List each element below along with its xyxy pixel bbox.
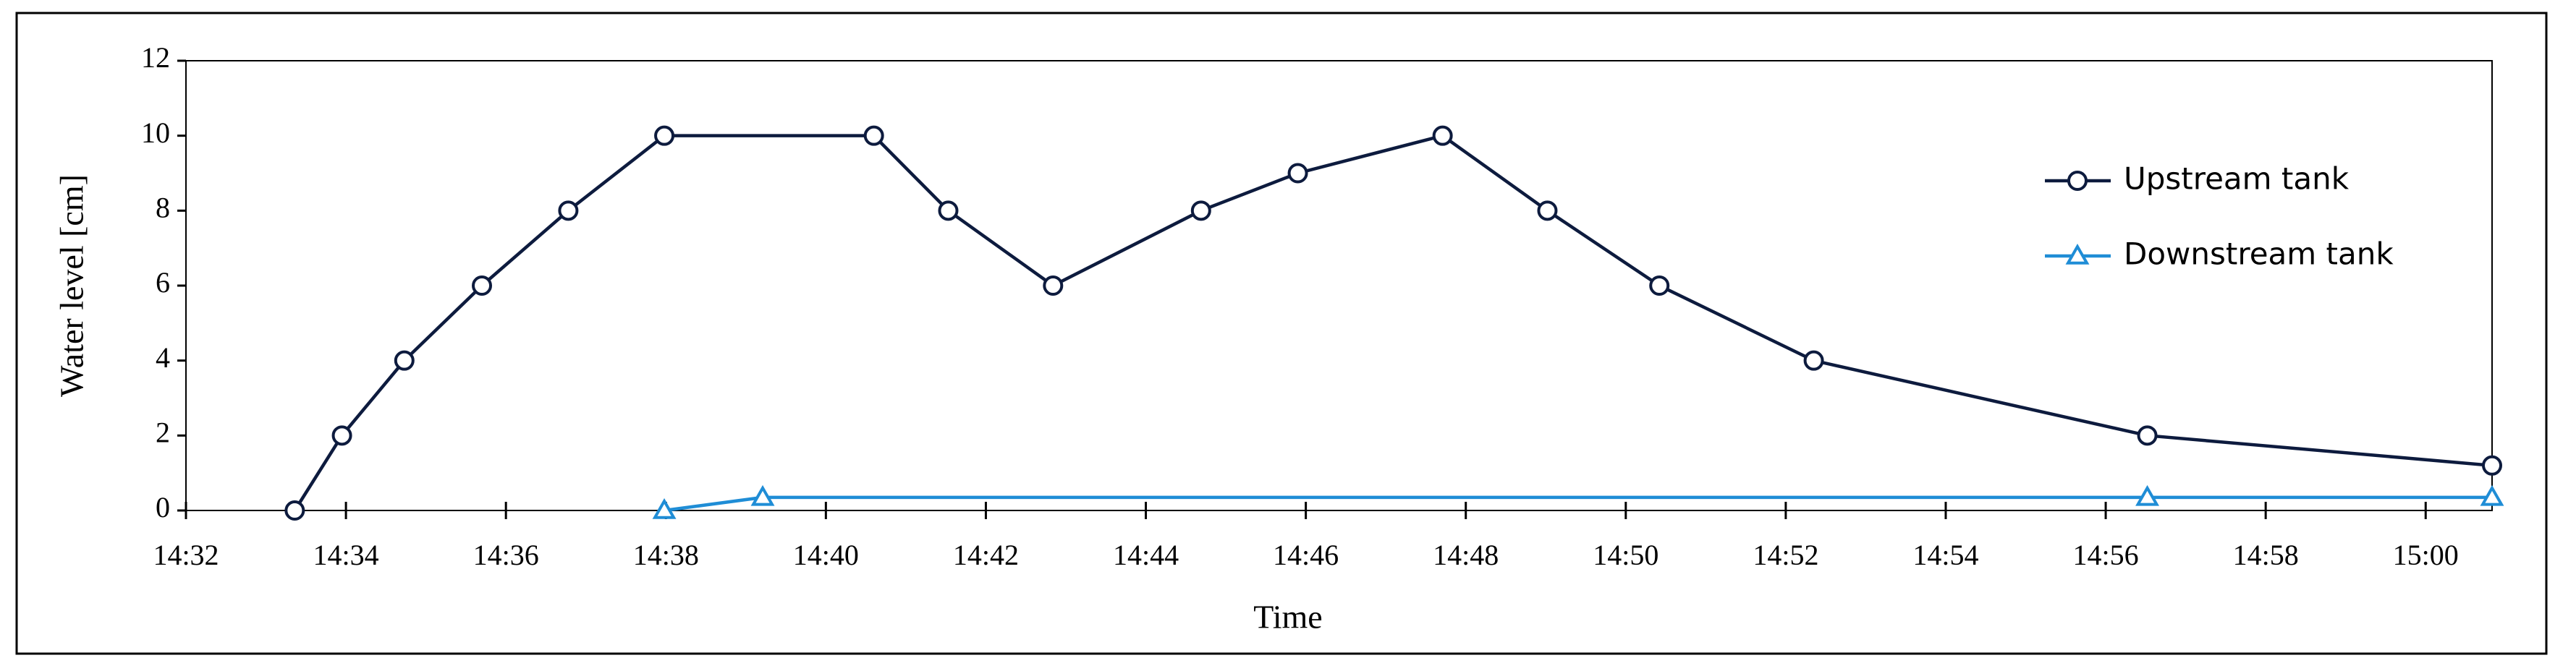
y-tick-label: 10	[141, 116, 170, 149]
x-tick-label: 14:32	[153, 539, 219, 571]
data-point	[1190, 200, 1211, 221]
x-tick-label: 14:40	[793, 539, 859, 571]
x-tick-label: 14:44	[1113, 539, 1179, 571]
x-tick-label: 15:00	[2393, 539, 2459, 571]
x-tick-label: 14:34	[313, 539, 379, 571]
y-axis-title: Water level [cm]	[54, 174, 90, 397]
x-tick-label: 14:50	[1593, 539, 1658, 571]
data-point	[863, 125, 884, 146]
y-tick-label: 0	[156, 491, 170, 523]
x-axis-title: Time	[1253, 599, 1322, 636]
data-point	[2137, 425, 2158, 446]
data-point	[1432, 125, 1453, 146]
data-point	[1649, 275, 1670, 296]
frame	[15, 12, 2548, 655]
data-point	[938, 200, 959, 221]
data-point	[331, 425, 352, 446]
y-tick-label: 4	[156, 341, 170, 374]
x-tick-label: 14:58	[2233, 539, 2299, 571]
x-tick-label: 14:38	[633, 539, 699, 571]
data-point	[1043, 275, 1064, 296]
y-tick-label: 6	[156, 266, 170, 299]
x-tick-label: 14:36	[473, 539, 539, 571]
data-point	[654, 125, 675, 146]
data-point	[2135, 484, 2159, 506]
data-point	[1537, 200, 1558, 221]
y-tick-label: 12	[141, 41, 170, 74]
y-tick-label: 8	[156, 192, 170, 224]
data-point	[394, 350, 415, 371]
legend-label: Upstream tank	[2124, 161, 2350, 197]
legend-marker	[2067, 171, 2088, 191]
y-tick-label: 2	[156, 416, 170, 449]
x-tick-label: 14:42	[953, 539, 1019, 571]
data-point	[2482, 455, 2502, 476]
data-point	[472, 275, 493, 296]
series-line	[664, 495, 2492, 513]
data-point	[750, 484, 775, 506]
x-tick-label: 14:56	[2073, 539, 2139, 571]
x-tick-label: 14:48	[1433, 539, 1499, 571]
x-tick-label: 14:46	[1273, 539, 1339, 571]
x-tick-label: 14:52	[1753, 539, 1818, 571]
legend-label: Downstream tank	[2124, 236, 2394, 272]
x-tick-label: 14:54	[1912, 539, 1978, 571]
data-point	[652, 497, 677, 519]
data-point	[558, 200, 579, 221]
data-point	[1803, 350, 1824, 371]
data-point	[1287, 163, 1308, 184]
legend-marker	[2065, 243, 2090, 265]
data-point	[284, 500, 305, 521]
data-point	[2480, 484, 2504, 506]
